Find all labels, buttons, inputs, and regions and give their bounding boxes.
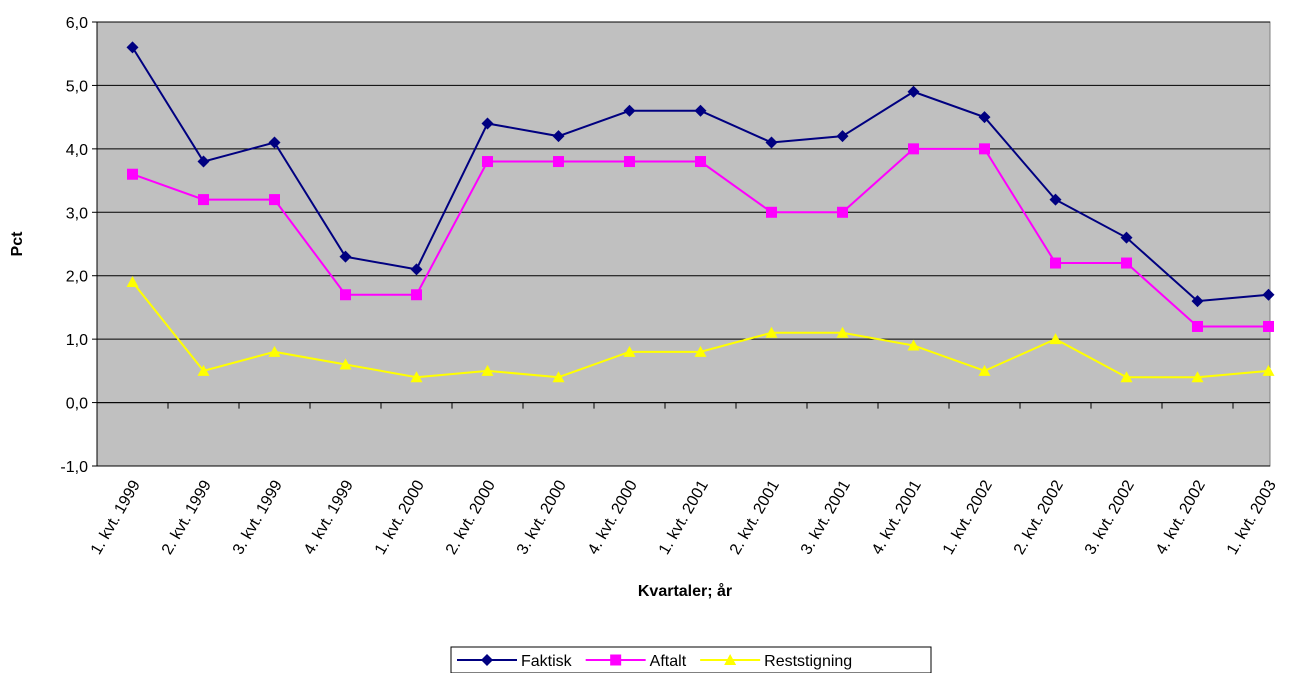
point [1050, 257, 1061, 269]
point [836, 130, 849, 143]
point [340, 289, 351, 301]
point [1191, 295, 1204, 308]
x-tick-label: 2. kvt. 1999 [159, 477, 215, 557]
point [1120, 231, 1133, 244]
x-axis-title: Kvartaler; år [638, 582, 732, 600]
point [1120, 371, 1133, 383]
point [765, 136, 778, 149]
point [481, 654, 493, 666]
y-tick-label: 5,0 [66, 78, 88, 95]
point [1262, 288, 1275, 301]
point [837, 206, 848, 218]
x-tick-label: 4. kvt. 2002 [1153, 477, 1209, 557]
y-tick-label: 0,0 [66, 396, 88, 413]
point [1121, 257, 1132, 269]
point [836, 326, 849, 338]
point [339, 250, 352, 263]
x-tick-label: 1. kvt. 2000 [372, 477, 428, 557]
point [197, 364, 210, 376]
point [553, 156, 564, 168]
point [481, 364, 494, 376]
y-tick-label: 4,0 [66, 142, 88, 159]
point [1049, 333, 1062, 345]
point [126, 276, 139, 288]
x-tick-label: 4. kvt. 2000 [585, 477, 641, 557]
point [197, 155, 210, 168]
y-tick-label: 6,0 [66, 15, 88, 32]
x-tick-label: 2. kvt. 2000 [443, 477, 499, 557]
legend-label: Aftalt [650, 653, 687, 670]
point [979, 143, 990, 155]
x-tick-label: 4. kvt. 2001 [869, 477, 925, 557]
point [1049, 193, 1062, 206]
point [623, 345, 636, 357]
point [695, 156, 706, 168]
point [268, 345, 281, 357]
point [339, 358, 352, 370]
point [907, 85, 920, 98]
x-tick-label: 2. kvt. 2002 [1011, 477, 1067, 557]
point [610, 654, 622, 666]
x-tick-label: 3. kvt. 1999 [230, 477, 286, 557]
point [694, 104, 707, 117]
point [694, 345, 707, 357]
y-tick-label: 1,0 [66, 332, 88, 349]
point [482, 156, 493, 168]
x-tick-label: 2. kvt. 2001 [727, 477, 783, 557]
plot-area [96, 21, 1271, 467]
y-tick-label: -1,0 [60, 459, 88, 476]
point [724, 654, 737, 665]
point [1263, 320, 1274, 332]
x-tick-label: 1. kvt. 1999 [88, 477, 144, 557]
legend-label: Reststigning [764, 653, 852, 670]
point [410, 263, 423, 276]
x-tick-label: 3. kvt. 2000 [514, 477, 570, 557]
point [126, 41, 139, 54]
point [481, 117, 494, 130]
point [907, 339, 920, 351]
point [623, 104, 636, 117]
point [978, 111, 991, 124]
point [268, 136, 281, 149]
x-tick-label: 1. kvt. 2003 [1224, 477, 1280, 557]
x-tick-label: 3. kvt. 2001 [798, 477, 854, 557]
point [552, 130, 565, 143]
point [1192, 320, 1203, 332]
point [1262, 364, 1275, 376]
x-tick-label: 1. kvt. 2002 [940, 477, 996, 557]
point [552, 371, 565, 383]
x-tick-label: 4. kvt. 1999 [301, 477, 357, 557]
point [198, 194, 209, 206]
legend-label: Faktisk [521, 653, 573, 670]
point [411, 289, 422, 301]
point [765, 326, 778, 338]
y-tick-label: 2,0 [66, 269, 88, 286]
point [908, 143, 919, 155]
point [1191, 371, 1204, 383]
x-tick-label: 1. kvt. 2001 [656, 477, 712, 557]
legend-box [450, 646, 932, 673]
point [978, 364, 991, 376]
point [269, 194, 280, 206]
x-tick-label: 3. kvt. 2002 [1082, 477, 1138, 557]
point [624, 156, 635, 168]
point [127, 168, 138, 180]
y-tick-label: 3,0 [66, 205, 88, 222]
y-axis-title: Pct [9, 231, 26, 257]
point [410, 371, 423, 383]
point [766, 206, 777, 218]
